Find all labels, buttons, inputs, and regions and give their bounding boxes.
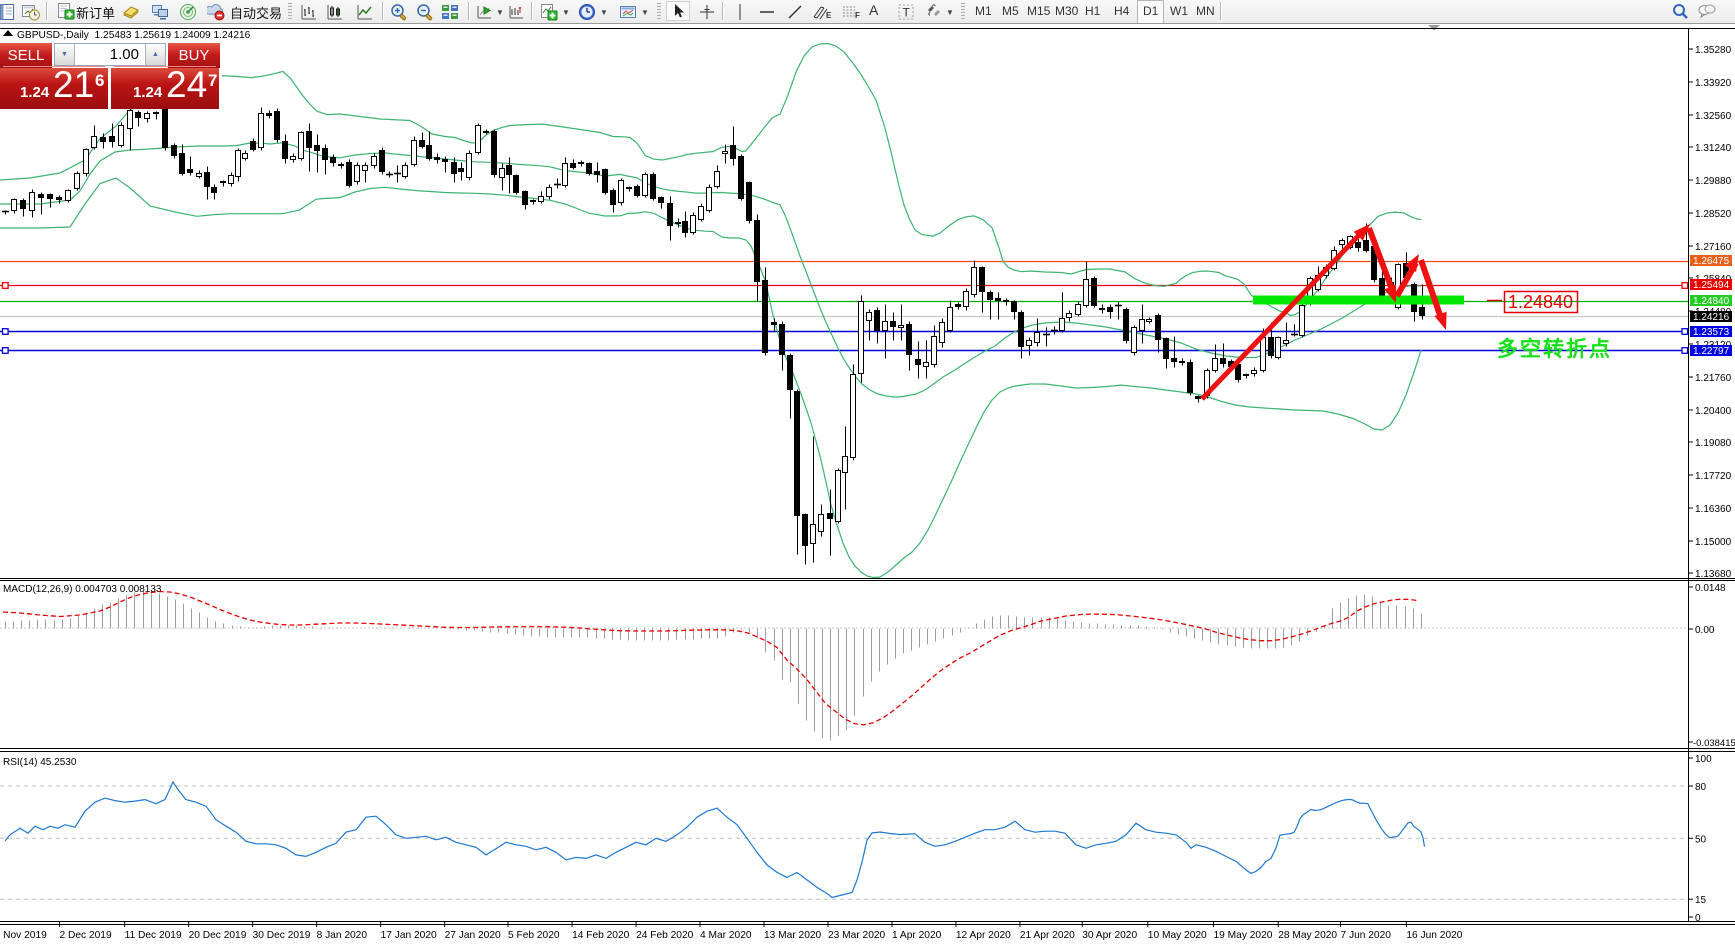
svg-text:-0.038415: -0.038415 bbox=[1693, 738, 1735, 749]
svg-text:16 Jun 2020: 16 Jun 2020 bbox=[1406, 930, 1462, 941]
svg-text:多空转折点: 多空转折点 bbox=[1497, 337, 1612, 361]
svg-text:11 Dec 2019: 11 Dec 2019 bbox=[125, 930, 182, 941]
svg-text:19 May 2020: 19 May 2020 bbox=[1214, 930, 1273, 941]
svg-text:1.23573: 1.23573 bbox=[1693, 327, 1730, 338]
svg-text:21 Apr 2020: 21 Apr 2020 bbox=[1020, 930, 1075, 941]
svg-text:100: 100 bbox=[1695, 754, 1712, 765]
svg-text:1.32560: 1.32560 bbox=[1695, 111, 1732, 122]
svg-text:27 Jan 2020: 27 Jan 2020 bbox=[445, 930, 501, 941]
svg-text:1.35280: 1.35280 bbox=[1695, 45, 1732, 56]
svg-text:17 Jan 2020: 17 Jan 2020 bbox=[381, 930, 437, 941]
svg-text:1.27160: 1.27160 bbox=[1695, 242, 1732, 253]
svg-text:1.25494: 1.25494 bbox=[1693, 280, 1730, 291]
svg-text:7 Jun 2020: 7 Jun 2020 bbox=[1341, 930, 1392, 941]
svg-text:14 Feb 2020: 14 Feb 2020 bbox=[572, 930, 630, 941]
svg-text:12 Apr 2020: 12 Apr 2020 bbox=[956, 930, 1011, 941]
svg-text:23 Mar 2020: 23 Mar 2020 bbox=[828, 930, 886, 941]
svg-text:1.26475: 1.26475 bbox=[1693, 256, 1730, 267]
svg-text:22 Nov 2019: 22 Nov 2019 bbox=[0, 930, 47, 941]
svg-text:0.0148: 0.0148 bbox=[1695, 583, 1726, 594]
svg-text:30 Apr 2020: 30 Apr 2020 bbox=[1082, 930, 1137, 941]
svg-text:5 Feb 2020: 5 Feb 2020 bbox=[508, 930, 560, 941]
svg-text:1.19080: 1.19080 bbox=[1695, 438, 1732, 449]
svg-text:1.31240: 1.31240 bbox=[1695, 143, 1732, 154]
svg-text:1.21760: 1.21760 bbox=[1695, 373, 1732, 384]
svg-text:1.24216: 1.24216 bbox=[1693, 312, 1730, 323]
svg-text:1.24840: 1.24840 bbox=[1508, 292, 1573, 312]
svg-text:1.24840: 1.24840 bbox=[1693, 296, 1730, 307]
svg-text:50: 50 bbox=[1695, 834, 1707, 845]
svg-text:1.22797: 1.22797 bbox=[1693, 346, 1730, 357]
svg-text:24 Feb 2020: 24 Feb 2020 bbox=[636, 930, 694, 941]
svg-text:1.29880: 1.29880 bbox=[1695, 176, 1732, 187]
svg-text:1.28520: 1.28520 bbox=[1695, 209, 1732, 220]
svg-text:1.33920: 1.33920 bbox=[1695, 78, 1732, 89]
svg-text:1.15000: 1.15000 bbox=[1695, 537, 1732, 548]
svg-text:13 Mar 2020: 13 Mar 2020 bbox=[764, 930, 822, 941]
svg-text:1.16360: 1.16360 bbox=[1695, 504, 1732, 515]
svg-text:4 Mar 2020: 4 Mar 2020 bbox=[700, 930, 752, 941]
svg-text:20 Dec 2019: 20 Dec 2019 bbox=[189, 930, 247, 941]
svg-text:10 May 2020: 10 May 2020 bbox=[1148, 930, 1207, 941]
svg-text:30 Dec 2019: 30 Dec 2019 bbox=[253, 930, 311, 941]
svg-text:RSI(14) 45.2530: RSI(14) 45.2530 bbox=[3, 757, 77, 768]
svg-text:MACD(12,26,9) 0.004703 0.00813: MACD(12,26,9) 0.004703 0.008133 bbox=[3, 584, 162, 595]
svg-text:1.20400: 1.20400 bbox=[1695, 406, 1732, 417]
svg-text:2 Dec 2019: 2 Dec 2019 bbox=[60, 930, 112, 941]
svg-text:80: 80 bbox=[1695, 782, 1707, 793]
svg-text:0.00: 0.00 bbox=[1695, 625, 1715, 636]
svg-text:T: T bbox=[903, 6, 911, 20]
svg-text:8 Jan 2020: 8 Jan 2020 bbox=[317, 930, 368, 941]
svg-text:1.13680: 1.13680 bbox=[1695, 569, 1732, 580]
svg-text:GBPUSD-,Daily 1.25483 1.25619: GBPUSD-,Daily 1.25483 1.25619 1.24009 1.… bbox=[17, 30, 251, 41]
svg-text:1.17720: 1.17720 bbox=[1695, 471, 1732, 482]
svg-text:15: 15 bbox=[1695, 895, 1707, 906]
svg-text:1 Apr 2020: 1 Apr 2020 bbox=[892, 930, 942, 941]
svg-text:0: 0 bbox=[1695, 913, 1701, 924]
svg-text:28 May 2020: 28 May 2020 bbox=[1278, 930, 1337, 941]
